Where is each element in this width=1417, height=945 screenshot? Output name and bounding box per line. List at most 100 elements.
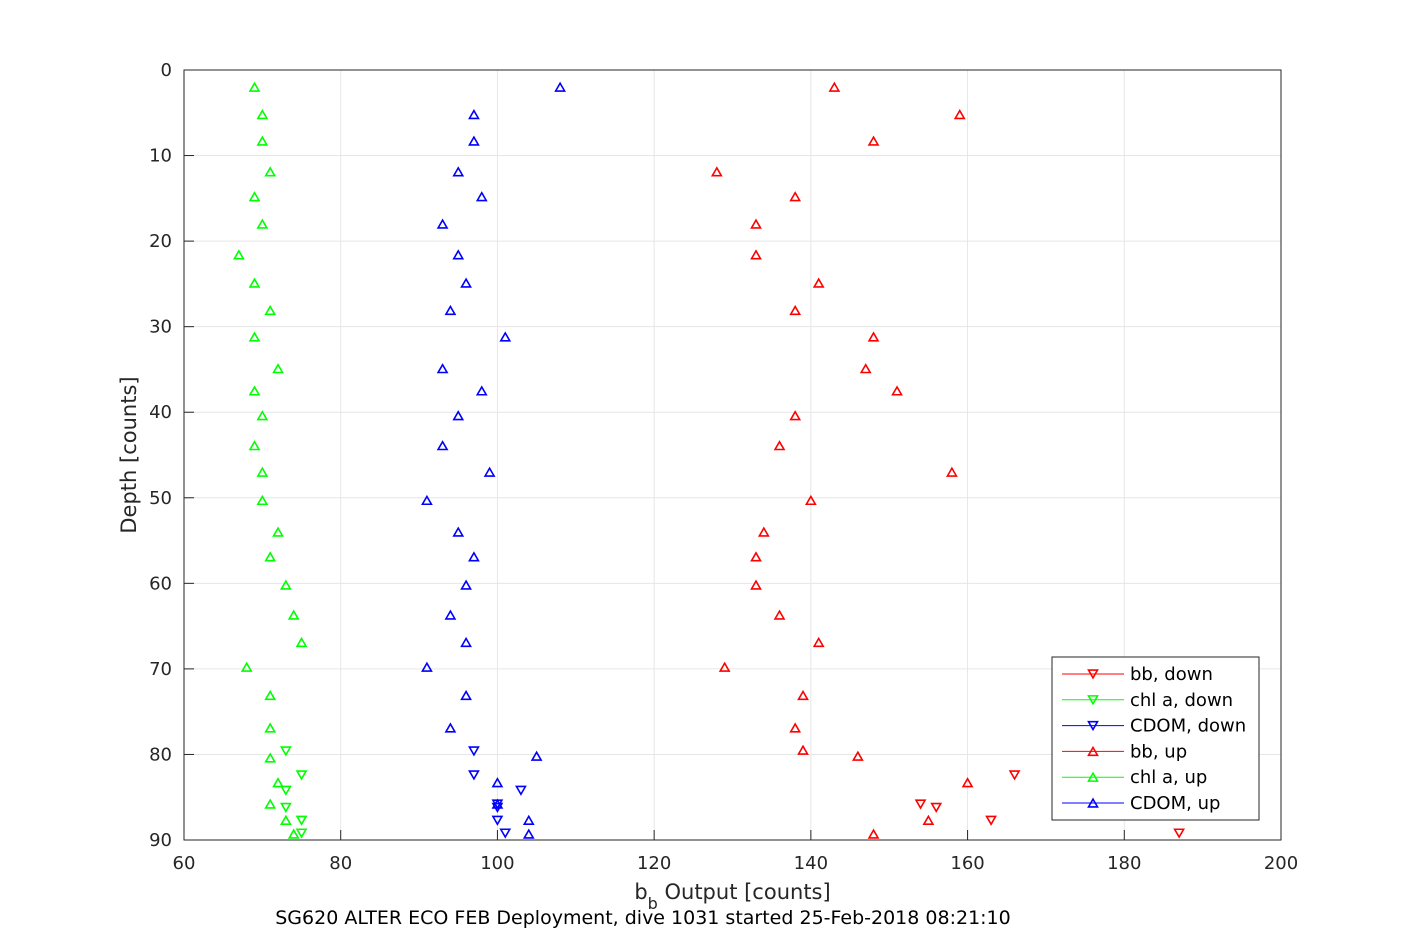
data-point <box>789 191 802 202</box>
data-point <box>256 218 269 229</box>
data-point <box>867 331 880 342</box>
legend-swatch-marker <box>1087 695 1099 706</box>
data-point <box>287 609 300 620</box>
data-point <box>248 440 261 451</box>
y-tick-label: 50 <box>149 488 172 509</box>
data-point <box>750 551 762 562</box>
data-point <box>554 81 566 92</box>
data-point <box>287 828 300 839</box>
legend: bb, down chl a, down CDOM, down bb, up chl a… <box>1051 656 1260 821</box>
chart-caption: SG620 ALTER ECO FEB Deployment, dive 103… <box>275 907 1010 929</box>
data-point <box>797 744 809 755</box>
x-tick-label: 140 <box>794 853 828 874</box>
data-point <box>279 814 292 826</box>
data-point <box>256 494 269 506</box>
data-point <box>789 410 802 421</box>
x-tick-label: 200 <box>1264 853 1298 874</box>
legend-swatch-marker <box>1087 745 1099 757</box>
data-point <box>248 191 261 202</box>
legend-entry-label: CDOM, up <box>1130 793 1220 814</box>
data-point <box>922 814 935 826</box>
data-point <box>444 304 457 316</box>
data-point <box>468 770 480 781</box>
data-point <box>264 551 277 562</box>
data-point <box>452 166 465 177</box>
data-point <box>499 331 512 342</box>
plot-area <box>183 69 1282 841</box>
data-point <box>750 579 762 590</box>
data-point <box>436 218 449 229</box>
data-point <box>460 277 472 288</box>
legend-swatch-marker <box>1087 797 1099 808</box>
data-point <box>930 802 943 814</box>
data-point <box>264 166 277 177</box>
data-point <box>750 249 762 260</box>
data-point <box>264 722 277 733</box>
y-tick-label: 90 <box>149 830 172 851</box>
data-point <box>436 440 449 451</box>
data-point <box>812 277 825 288</box>
data-point <box>460 579 472 590</box>
data-point <box>961 777 974 788</box>
data-point <box>444 609 457 620</box>
legend-entry-label: bb, down <box>1130 664 1213 685</box>
data-point <box>828 81 841 92</box>
data-point <box>797 689 809 701</box>
data-point <box>421 494 433 506</box>
data-point <box>468 746 480 757</box>
data-point <box>272 526 284 537</box>
data-point <box>475 385 488 396</box>
data-point <box>773 440 786 451</box>
y-tick-label: 10 <box>149 146 172 167</box>
data-point <box>468 108 480 120</box>
data-point <box>718 661 731 672</box>
data-point <box>483 466 496 477</box>
data-point <box>272 363 284 374</box>
data-points <box>232 81 1186 839</box>
data-point <box>460 689 472 701</box>
x-axis-label-main: b <box>634 880 647 904</box>
x-axis-label: bb Output [counts] <box>634 880 830 913</box>
x-tick-label: 100 <box>480 853 514 874</box>
data-point <box>773 609 786 620</box>
y-tick-label: 20 <box>149 231 172 252</box>
data-point <box>264 689 277 701</box>
data-point <box>867 135 880 146</box>
legend-swatch-marker <box>1087 669 1099 680</box>
legend-entry-label: chl a, up <box>1130 767 1207 788</box>
data-point <box>710 166 723 177</box>
data-point <box>256 135 269 146</box>
data-point <box>248 81 261 92</box>
data-point <box>295 815 308 826</box>
data-point <box>279 785 292 796</box>
data-point <box>279 802 292 814</box>
legend-swatch-marker <box>1087 771 1099 782</box>
data-point <box>789 304 802 316</box>
x-axis-label-subscript: b <box>648 894 658 913</box>
y-tick-label: 40 <box>149 402 172 423</box>
data-point <box>240 661 253 672</box>
data-point <box>468 551 480 562</box>
data-point <box>248 385 261 396</box>
data-point <box>256 410 269 421</box>
data-point <box>812 636 825 648</box>
data-point <box>436 363 449 374</box>
data-point <box>295 770 308 781</box>
data-point <box>452 526 465 537</box>
data-point <box>264 752 277 763</box>
y-tick-label: 0 <box>161 60 172 81</box>
data-point <box>891 385 903 396</box>
data-point <box>522 828 535 839</box>
data-point <box>444 722 457 733</box>
x-axis-label-rest: Output [counts] <box>658 880 831 904</box>
data-point <box>1173 828 1186 839</box>
data-point <box>522 814 535 826</box>
data-point <box>499 828 512 839</box>
data-point <box>804 494 817 506</box>
data-point <box>851 750 864 761</box>
data-point <box>256 466 269 477</box>
data-point <box>279 579 292 590</box>
data-point <box>750 218 762 229</box>
x-tick-label: 160 <box>950 853 984 874</box>
